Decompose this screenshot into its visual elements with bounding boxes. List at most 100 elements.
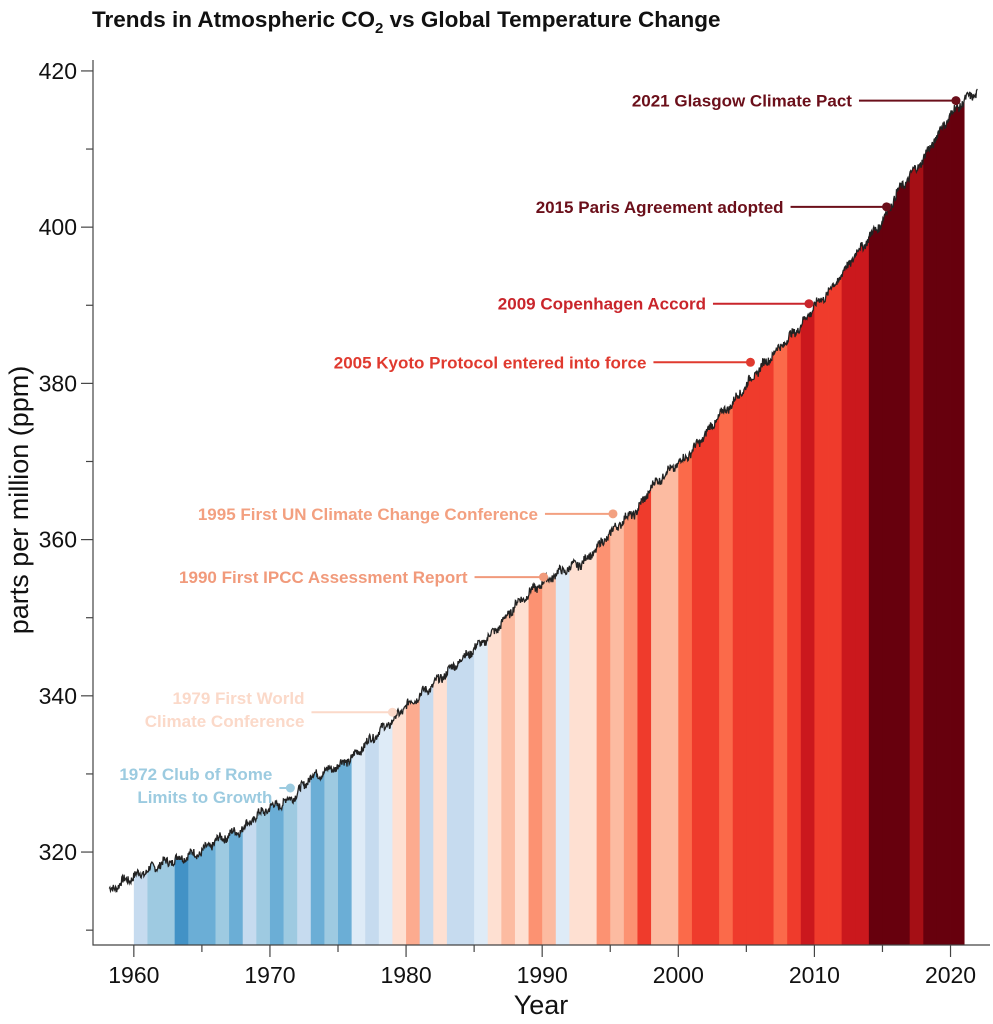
stripe-2006 — [759, 89, 774, 945]
annotation: 2005 Kyoto Protocol entered into force — [334, 353, 755, 372]
stripe-1977 — [365, 89, 380, 945]
stripe-1982 — [433, 89, 448, 945]
stripe-2001 — [691, 89, 706, 945]
stripe-2013 — [855, 89, 870, 945]
annotation-label: Climate Conference — [145, 712, 305, 731]
stripe-2000 — [678, 89, 693, 945]
y-tick-label: 340 — [39, 683, 77, 709]
annotation: 1990 First IPCC Assessment Report — [179, 568, 549, 587]
y-tick-label: 380 — [39, 370, 77, 396]
stripe-2018 — [923, 89, 938, 945]
x-axis-label: Year — [514, 990, 569, 1020]
stripe-1974 — [324, 89, 339, 945]
stripe-2002 — [705, 89, 720, 945]
stripe-2016 — [896, 89, 911, 945]
stripe-1993 — [583, 89, 598, 945]
stripe-1967 — [229, 89, 244, 945]
annotation: 2015 Paris Agreement adopted — [536, 198, 892, 217]
stripe-1970 — [269, 89, 284, 945]
annotation-dot — [387, 707, 397, 717]
x-tick-label: 2010 — [789, 962, 840, 988]
annotation-dot — [804, 299, 814, 309]
annotation: 1979 First World Climate Conference — [145, 689, 397, 731]
annotation-label: 2009 Copenhagen Accord — [498, 295, 706, 314]
stripe-1966 — [215, 89, 230, 945]
stripe-2017 — [909, 89, 924, 945]
stripe-1992 — [569, 89, 584, 945]
annotation-label: 1990 First IPCC Assessment Report — [179, 568, 468, 587]
annotation-label: 1979 First World — [173, 689, 305, 708]
y-tick-label: 400 — [39, 214, 77, 240]
stripe-1990 — [542, 89, 557, 945]
stripe-1980 — [406, 89, 421, 945]
x-tick-label: 2000 — [653, 962, 704, 988]
stripe-1984 — [460, 89, 475, 945]
stripe-2004 — [732, 89, 747, 945]
annotations: 2021 Glasgow Climate Pact 2015 Paris Agre… — [119, 92, 961, 807]
annotation-dot — [882, 202, 892, 212]
stripe-1994 — [596, 89, 611, 945]
stripe-1964 — [188, 89, 203, 945]
x-tick-label: 1980 — [380, 962, 431, 988]
co2-line — [108, 88, 978, 894]
stripe-1996 — [623, 89, 638, 945]
stripe-1981 — [419, 89, 434, 945]
y-tick-label: 420 — [39, 58, 77, 84]
stripe-2015 — [882, 89, 897, 945]
annotation: 2021 Glasgow Climate Pact — [632, 92, 961, 111]
annotation: 1995 First UN Climate Change Conference — [198, 505, 618, 524]
annotation-label: 2015 Paris Agreement adopted — [536, 198, 784, 217]
stripe-2007 — [773, 89, 788, 945]
annotation: 1972 Club of Rome Limits to Growth — [119, 765, 295, 807]
annotation-dot — [951, 96, 961, 106]
stripe-1973 — [310, 89, 325, 945]
stripe-1963 — [174, 89, 189, 945]
stripe-1975 — [338, 89, 353, 945]
x-tick-label: 1990 — [517, 962, 568, 988]
stripe-1998 — [651, 89, 666, 945]
axis-frame — [92, 60, 990, 946]
stripe-2012 — [841, 89, 856, 945]
stripe-1961 — [147, 89, 162, 945]
stripe-2008 — [787, 89, 802, 945]
stripe-1988 — [514, 89, 529, 945]
annotation-dot — [539, 572, 549, 582]
stripe-1989 — [528, 89, 543, 945]
y-axis-label: parts per million (ppm) — [4, 366, 34, 635]
stripe-1979 — [392, 89, 407, 945]
x-tick-label: 2020 — [925, 962, 976, 988]
stripe-1978 — [378, 89, 393, 945]
stripe-2010 — [814, 89, 829, 945]
annotation: 2009 Copenhagen Accord — [498, 295, 814, 314]
stripe-1983 — [446, 89, 461, 945]
stripe-2009 — [800, 89, 815, 945]
stripe-2003 — [719, 89, 734, 945]
y-tick-label: 360 — [39, 527, 77, 553]
stripe-1995 — [610, 89, 625, 945]
axes: 1960 1970 1980 1990 2000 2010 2020 320 340 360 380… — [39, 58, 990, 988]
stripe-1960 — [133, 89, 148, 945]
stripe-2011 — [828, 89, 843, 945]
stripe-1962 — [161, 89, 176, 945]
annotation-label: 2021 Glasgow Climate Pact — [632, 92, 852, 111]
stripe-1972 — [297, 89, 312, 945]
annotation-label: 1972 Club of Rome — [119, 765, 272, 784]
annotation-dot — [745, 357, 755, 367]
annotation-label: Limits to Growth — [137, 788, 272, 807]
stripe-1968 — [242, 89, 257, 945]
chart-title: Trends in Atmospheric CO2 vs Global Temp… — [92, 7, 720, 37]
stripe-1986 — [487, 89, 502, 945]
stripe-2014 — [868, 89, 883, 945]
stripe-2005 — [746, 89, 761, 945]
stripe-1965 — [201, 89, 216, 945]
stripe-2019 — [936, 89, 951, 945]
stripe-1991 — [555, 89, 570, 945]
annotation-dot — [608, 509, 618, 519]
annotation-label: 2005 Kyoto Protocol entered into force — [334, 353, 647, 372]
stripe-1985 — [474, 89, 489, 945]
stripe-2020 — [950, 89, 965, 945]
x-tick-label: 1970 — [244, 962, 295, 988]
stripe-1971 — [283, 89, 298, 945]
stripe-1987 — [501, 89, 516, 945]
x-tick-label: 1960 — [108, 962, 159, 988]
